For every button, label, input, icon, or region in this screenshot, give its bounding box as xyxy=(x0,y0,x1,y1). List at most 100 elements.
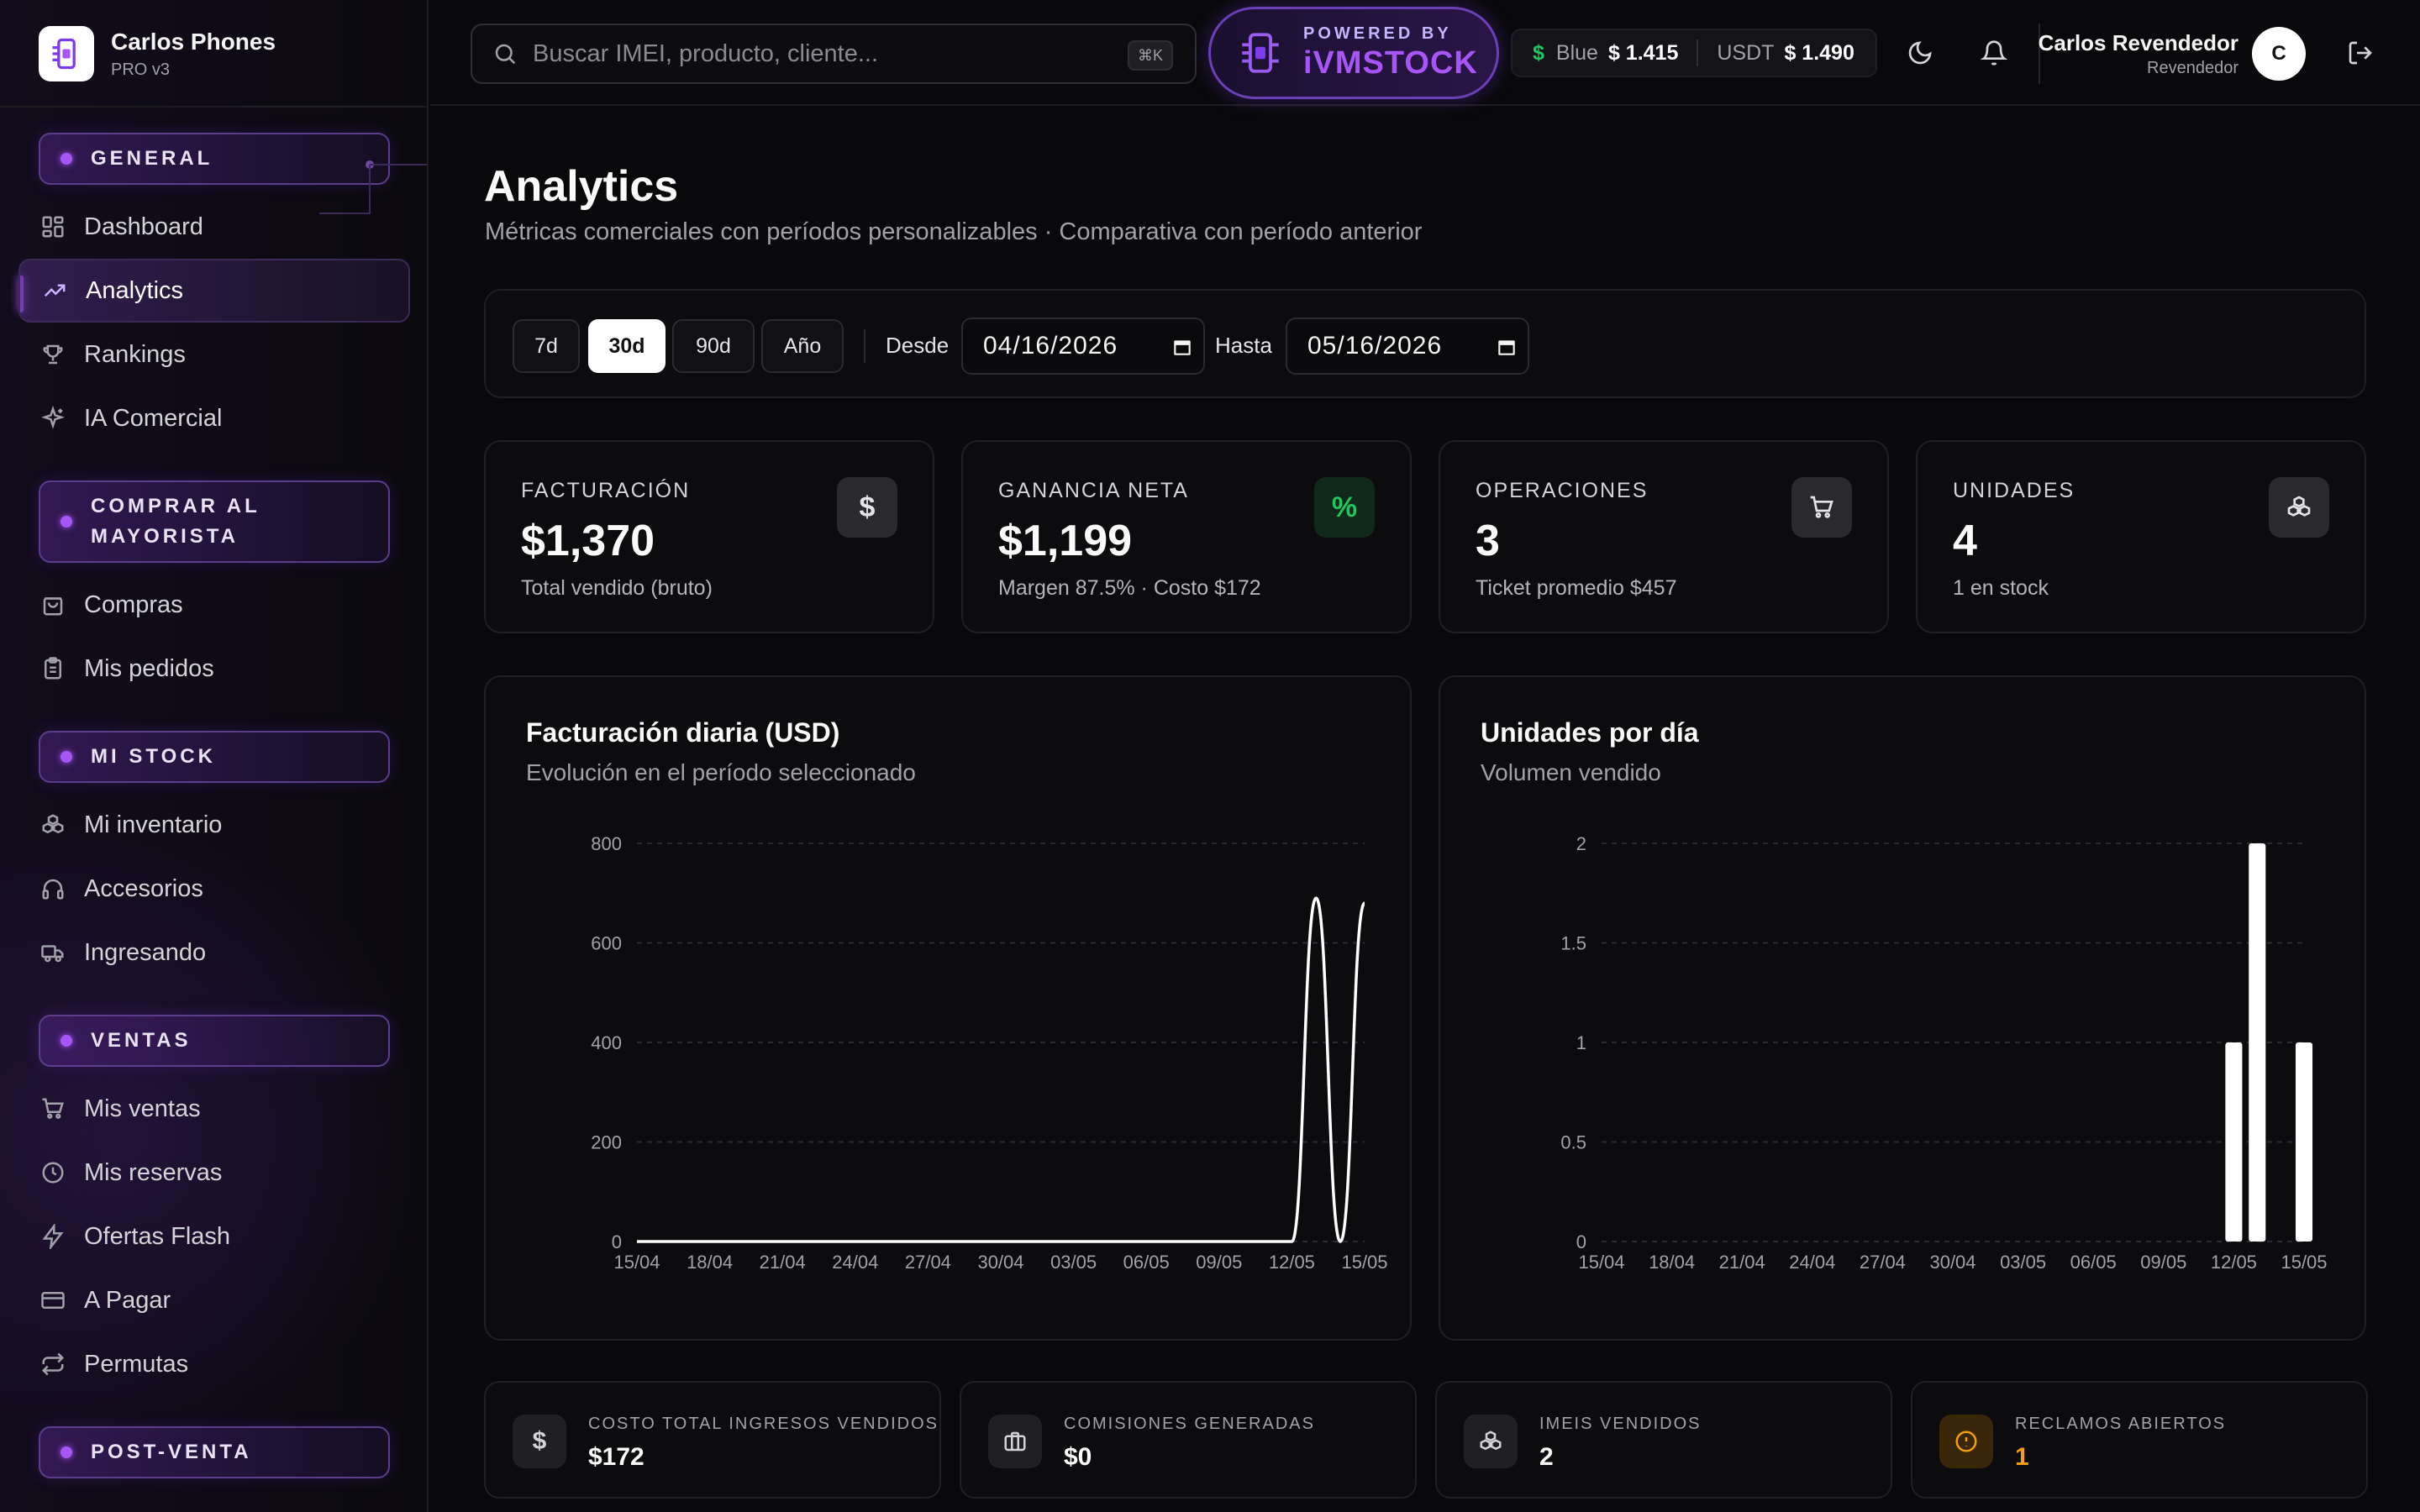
chart-subtitle: Volumen vendido xyxy=(1481,759,1661,785)
rates-divider xyxy=(1697,39,1699,66)
y-tick-label: 400 xyxy=(591,1032,622,1053)
x-tick-label: 21/04 xyxy=(1719,1252,1765,1273)
sidebar-item-label: Accesorios xyxy=(84,874,203,902)
y-tick-label: 2 xyxy=(1576,833,1586,854)
kpi-subtitle: Total vendido (bruto) xyxy=(521,576,713,600)
x-tick-label: 12/05 xyxy=(2211,1252,2257,1273)
logout-icon[interactable] xyxy=(2343,35,2378,71)
chart-subtitle: Evolución en el período seleccionado xyxy=(526,759,916,785)
powered-by-badge[interactable]: POWERED BY iVMSTOCK xyxy=(1208,7,1499,99)
section-comprar-mayorista: COMPRAR AL MAYORISTA xyxy=(39,480,390,563)
bolt-icon xyxy=(39,1222,67,1251)
notifications-bell-icon[interactable] xyxy=(1976,35,2012,71)
credit-card-icon xyxy=(39,1286,67,1315)
user-role: Revendedor xyxy=(2147,59,2238,77)
sidebar-item-permutas[interactable]: Permutas xyxy=(39,1339,408,1389)
top-header: Buscar IMEI, producto, cliente... ⌘K POW… xyxy=(430,0,2420,106)
summary-imeis-vendidos: IMEIS VENDIDOS 2 xyxy=(1435,1381,1892,1499)
section-mi-stock: MI STOCK xyxy=(39,731,390,783)
from-label: Desde xyxy=(886,333,950,358)
period-30d-button[interactable]: 30d xyxy=(588,319,666,373)
y-tick-label: 600 xyxy=(591,933,622,954)
search-icon xyxy=(492,41,518,66)
cart-icon xyxy=(1791,477,1852,538)
dollar-icon: $ xyxy=(837,477,897,538)
page-title: Analytics xyxy=(484,162,679,211)
summary-comisiones: COMISIONES GENERADAS $0 xyxy=(960,1381,1417,1499)
dollar-icon: $ xyxy=(1533,40,1544,65)
clipboard-icon xyxy=(39,654,67,683)
kpi-subtitle: Margen 87.5% · Costo $172 xyxy=(998,576,1261,600)
sidebar-item-label: Compras xyxy=(84,591,183,618)
grid-icon xyxy=(39,213,67,241)
x-tick-label: 30/04 xyxy=(977,1252,1023,1273)
boxes-icon xyxy=(2269,477,2329,538)
sidebar-item-ofertas-flash[interactable]: Ofertas Flash xyxy=(39,1211,408,1262)
kpi-label: OPERACIONES xyxy=(1476,479,1649,502)
search-placeholder: Buscar IMEI, producto, cliente... xyxy=(533,39,879,67)
brand[interactable]: Carlos Phones PRO v3 xyxy=(39,25,276,82)
summary-label: COSTO TOTAL INGRESOS VENDIDOS xyxy=(588,1415,939,1433)
period-year-button[interactable]: Año xyxy=(761,319,844,373)
powered-brand: iVMSTOCK xyxy=(1303,45,1478,81)
kpi-label: GANANCIA NETA xyxy=(998,479,1189,502)
x-tick-label: 15/05 xyxy=(1341,1252,1387,1273)
y-tick-label: 0 xyxy=(1576,1231,1586,1252)
period-90d-button[interactable]: 90d xyxy=(672,319,755,373)
sparkles-icon xyxy=(39,404,67,433)
sidebar-item-accesorios[interactable]: Accesorios xyxy=(39,864,408,914)
x-tick-label: 24/04 xyxy=(832,1252,878,1273)
y-tick-label: 1.5 xyxy=(1560,933,1586,954)
theme-toggle-moon-icon[interactable] xyxy=(1902,35,1938,71)
period-7d-button[interactable]: 7d xyxy=(513,319,580,373)
section-dot xyxy=(60,1035,72,1047)
sidebar-item-ingresando[interactable]: Ingresando xyxy=(39,927,408,978)
section-dot xyxy=(60,153,72,165)
kpi-card-unidades: UNIDADES 4 1 en stock xyxy=(1916,440,2366,633)
from-date-input[interactable]: 04/16/2026 xyxy=(961,318,1205,375)
page-subtitle: Métricas comerciales con períodos person… xyxy=(485,218,1423,245)
x-tick-label: 15/05 xyxy=(2281,1252,2327,1273)
user-name[interactable]: Carlos Revendedor xyxy=(2038,30,2238,55)
x-tick-label: 06/05 xyxy=(1123,1252,1170,1273)
sidebar-item-mis-pedidos[interactable]: Mis pedidos xyxy=(39,643,408,694)
summary-label: IMEIS VENDIDOS xyxy=(1539,1415,1702,1433)
dollar-icon: $ xyxy=(513,1415,566,1468)
sidebar-item-mi-inventario[interactable]: Mi inventario xyxy=(39,800,408,850)
units-bar xyxy=(2225,1042,2243,1242)
kpi-value: 4 xyxy=(1953,517,1977,565)
phone-chip-icon xyxy=(1236,29,1285,77)
powered-by-label: POWERED BY xyxy=(1303,24,1452,43)
summary-label: COMISIONES GENERADAS xyxy=(1064,1415,1315,1433)
chart-title: Facturación diaria (USD) xyxy=(526,717,840,748)
kpi-subtitle: 1 en stock xyxy=(1953,576,2049,600)
summary-reclamos-abiertos[interactable]: RECLAMOS ABIERTOS 1 xyxy=(1911,1381,2368,1499)
search-input[interactable]: Buscar IMEI, producto, cliente... ⌘K xyxy=(471,24,1197,84)
units-bar xyxy=(2249,843,2266,1242)
period-filters: 7d 30d 90d Año Desde 04/16/2026 Hasta 05… xyxy=(484,289,2366,398)
blue-rate-label: Blue xyxy=(1555,40,1598,65)
x-tick-label: 12/05 xyxy=(1269,1252,1315,1273)
sidebar-item-dashboard[interactable]: Dashboard xyxy=(39,202,408,252)
x-tick-label: 03/05 xyxy=(2000,1252,2046,1273)
kpi-label: UNIDADES xyxy=(1953,479,2075,502)
to-date-input[interactable]: 05/16/2026 xyxy=(1286,318,1529,375)
sidebar-item-compras[interactable]: Compras xyxy=(39,580,408,630)
calendar-icon[interactable] xyxy=(1496,336,1518,358)
sidebar-item-rankings[interactable]: Rankings xyxy=(39,329,408,380)
boxes-icon xyxy=(1464,1415,1518,1468)
sidebar-item-mis-ventas[interactable]: Mis ventas xyxy=(39,1084,408,1134)
summary-value: $0 xyxy=(1064,1443,1092,1471)
x-tick-label: 03/05 xyxy=(1050,1252,1097,1273)
sidebar-item-a-pagar[interactable]: A Pagar xyxy=(39,1275,408,1326)
sidebar-item-mis-reservas[interactable]: Mis reservas xyxy=(39,1147,408,1198)
sidebar-item-ia-comercial[interactable]: IA Comercial xyxy=(39,393,408,444)
avatar[interactable]: C xyxy=(2252,27,2306,81)
sidebar-item-label: IA Comercial xyxy=(84,404,223,432)
section-label: MI STOCK xyxy=(91,745,216,768)
calendar-icon[interactable] xyxy=(1171,336,1193,358)
clock-icon xyxy=(39,1158,67,1187)
sidebar-item-label: Ofertas Flash xyxy=(84,1222,231,1250)
alert-circle-icon xyxy=(1939,1415,1993,1468)
sidebar-item-analytics[interactable]: Analytics xyxy=(18,259,410,323)
